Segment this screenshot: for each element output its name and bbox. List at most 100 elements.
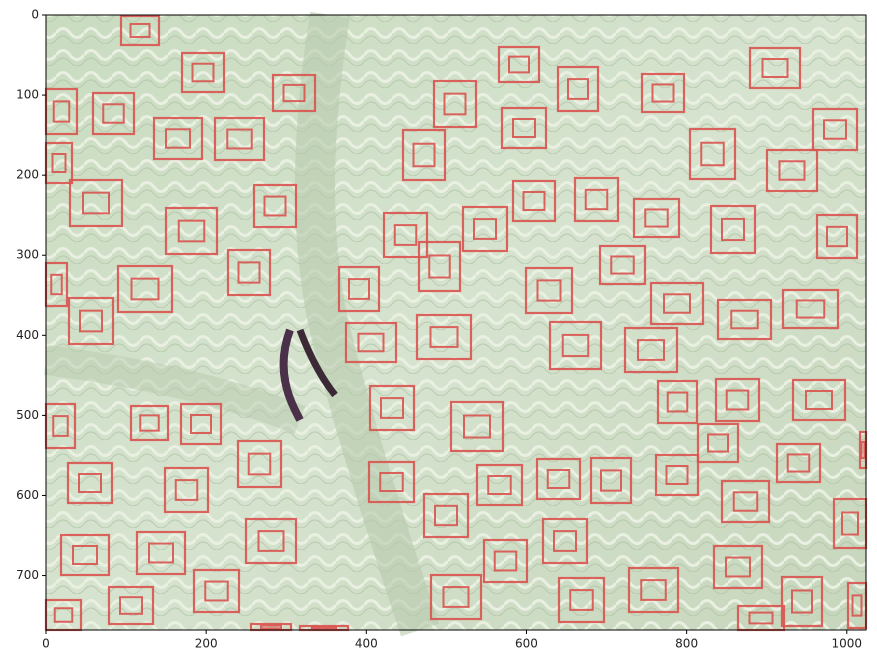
- box-outer: [66, 461, 114, 505]
- x-tick-label: 200: [195, 637, 218, 651]
- box-outer: [640, 72, 686, 114]
- box-inner: [348, 278, 370, 300]
- box-inner: [79, 309, 103, 333]
- box-outer: [401, 128, 447, 182]
- box-outer: [337, 265, 381, 313]
- box-inner: [119, 596, 143, 615]
- box-inner: [463, 414, 491, 439]
- box-inner: [442, 586, 470, 608]
- box-outer: [557, 576, 606, 624]
- box-outer: [748, 46, 802, 90]
- box-outer: [152, 116, 204, 161]
- box-outer: [91, 91, 136, 136]
- box-outer: [720, 479, 771, 524]
- box-inner: [257, 530, 285, 552]
- box-inner: [204, 580, 229, 602]
- box-inner: [561, 333, 590, 358]
- box-outer: [68, 178, 124, 228]
- box-inner: [165, 128, 191, 149]
- y-tick-label: 400: [16, 328, 39, 342]
- box-inner: [707, 433, 729, 453]
- box-inner: [473, 218, 497, 240]
- box-inner: [791, 589, 813, 614]
- box-inner: [600, 469, 622, 492]
- box-outer: [696, 422, 740, 464]
- box-inner: [663, 293, 691, 314]
- box-inner: [700, 141, 725, 167]
- box-outer: [179, 402, 223, 446]
- box-outer: [598, 244, 647, 286]
- box-inner: [508, 55, 530, 74]
- box-outer: [765, 148, 819, 193]
- y-tick-label: 200: [16, 168, 39, 182]
- y-tick-label: 300: [16, 248, 39, 262]
- box-outer: [627, 566, 680, 614]
- box-outer: [811, 107, 859, 152]
- box-inner: [51, 153, 67, 173]
- box-inner: [721, 217, 745, 242]
- box-inner: [53, 607, 74, 623]
- box-outer: [429, 573, 483, 621]
- box-outer: [712, 544, 764, 590]
- box-outer: [654, 453, 700, 497]
- box-outer: [415, 313, 473, 361]
- box-inner: [567, 78, 589, 100]
- box-inner: [725, 556, 751, 578]
- box-outer: [780, 575, 824, 628]
- y-tick-label: 500: [16, 408, 39, 422]
- y-tick-label: 700: [16, 568, 39, 582]
- box-outer: [500, 106, 548, 150]
- box-outer: [213, 116, 266, 162]
- box-outer: [815, 213, 859, 260]
- box-inner: [148, 542, 174, 564]
- box-inner: [795, 299, 826, 319]
- box-inner: [665, 465, 689, 485]
- x-tick-label: 400: [355, 637, 378, 651]
- box-outer: [67, 296, 115, 346]
- box-outer: [791, 378, 847, 422]
- box-outer: [344, 321, 398, 364]
- box-inner: [536, 279, 562, 302]
- box-inner: [546, 469, 571, 489]
- box-outer: [244, 517, 298, 565]
- box-inner: [78, 473, 102, 493]
- box-outer: [781, 288, 840, 330]
- box-outer: [367, 460, 416, 504]
- box-inner: [357, 332, 385, 353]
- box-inner: [380, 397, 404, 419]
- box-outer: [461, 205, 509, 253]
- box-outer: [475, 463, 524, 507]
- box-inner: [493, 550, 518, 572]
- box-outer: [449, 400, 505, 453]
- box-outer: [252, 183, 298, 229]
- box-inner: [429, 326, 459, 348]
- box-inner: [102, 103, 125, 124]
- box-inner: [637, 339, 665, 361]
- box-inner: [282, 83, 306, 103]
- box-inner: [226, 128, 253, 150]
- box-outer: [163, 466, 210, 514]
- box-outer: [135, 530, 187, 576]
- box-inner: [52, 100, 71, 123]
- box-inner: [841, 511, 859, 536]
- box-outer: [271, 73, 317, 113]
- box-inner: [393, 224, 418, 246]
- box-inner: [786, 453, 811, 473]
- box-outer: [775, 442, 822, 484]
- box-inner: [553, 530, 577, 552]
- box-inner: [191, 62, 215, 83]
- box-inner: [725, 389, 750, 411]
- axes-frame: [45, 14, 867, 631]
- box-inner: [174, 479, 199, 501]
- box-inner: [860, 440, 866, 460]
- box-outer: [382, 211, 429, 259]
- y-tick-label: 0: [31, 8, 39, 22]
- box-outer: [236, 439, 283, 489]
- box-outer: [556, 65, 600, 113]
- box-outer: [649, 281, 705, 326]
- box-inner: [826, 225, 848, 248]
- box-outer: [541, 517, 589, 565]
- box-inner: [761, 58, 789, 78]
- box-outer: [180, 51, 226, 94]
